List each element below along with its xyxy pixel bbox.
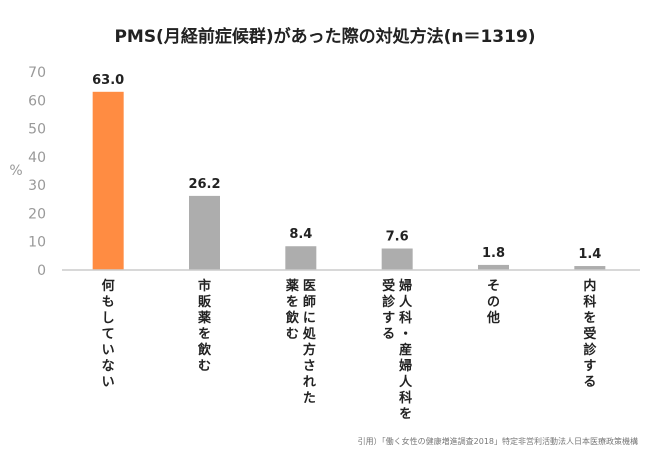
category-label-char: 販 [198,294,212,310]
x-axis: 何もしていない市販薬を飲む医師に処方された薬を飲む婦人科・産婦人科を受診するその… [62,269,640,422]
category-label-char: 処 [302,326,317,342]
category-label-char: て [102,327,115,342]
y-tick-label: 20 [28,206,46,222]
category-label-char: い [102,343,115,358]
category-label-char: 診 [583,342,597,358]
category-label-char: 飲 [285,310,300,326]
category-label-char: 診 [382,294,396,310]
category-label-char: 医 [303,279,316,294]
category-label-char: す [583,359,596,374]
y-tick-label: 30 [28,178,46,194]
category-label-char: も [102,295,115,310]
category-label-char: 科 [583,294,596,310]
data-label: 1.8 [482,246,505,261]
bars: 63.0 26.2 8.4 7.6 1.8 1.4 [92,73,606,270]
category-label-char: し [102,311,115,326]
category-label-char: 産 [399,342,412,358]
data-label: 8.4 [289,227,312,242]
y-tick-label: 50 [28,122,46,138]
y-axis: 0 10 20 30 40 50 60 70% [9,65,46,279]
category-label-char: 師 [303,294,316,310]
category-label-char: た [303,391,316,406]
source-citation: 引用）「働く女性の健康増進調査2018」特定非営利活動法人日本医療政策機構 [357,437,638,446]
category-label-char: れ [303,375,316,390]
category-label-char: む [286,327,299,342]
category-label-char: 他 [486,310,500,326]
category-label-char: 何 [102,278,115,294]
category-label-char: い [102,375,115,390]
category-label-char: 受 [583,326,596,342]
y-tick-label: 0 [37,263,46,279]
category-label-char: 内 [583,278,596,294]
category-label-char: そ [487,279,500,294]
category-label-char: 人 [399,294,413,310]
y-tick-label: 10 [28,235,46,251]
category-label-char: 飲 [197,342,212,358]
y-tick-label: 60 [28,93,46,109]
data-label: 7.6 [386,230,409,245]
category-label-char: 受 [382,278,395,294]
bar [189,195,220,270]
category-label-char: む [198,359,211,374]
category-label-char: に [303,311,316,326]
category-label-char: 薬 [285,278,300,294]
category-label-char: ・ [399,327,412,342]
category-label-char: す [382,311,395,326]
chart-title: PMS(月経前症候群)があった際の対処方法(n＝1319) [114,27,536,47]
category-label-char: 婦 [398,278,412,294]
category-label-char: 薬 [197,310,212,326]
category-label-char: を [286,295,299,310]
bar [92,91,124,270]
category-label-char: を [399,407,412,422]
bar [478,264,509,270]
category-label-char: る [382,327,395,342]
y-tick-label: 70 [28,65,46,81]
category-label-char: る [583,375,596,390]
bar [381,248,413,270]
data-label: 26.2 [188,177,220,192]
category-label-char: 方 [303,342,316,358]
y-tick-label: 40 [28,150,46,166]
category-label-char: を [198,327,211,342]
category-label-char: の [487,295,500,310]
category-label-char: 科 [399,390,412,406]
category-label-char: 市 [198,278,211,294]
bar [285,246,317,270]
category-label-char: 科 [399,310,412,326]
y-axis-label: % [9,163,22,179]
bar [574,266,606,270]
data-label: 63.0 [92,73,124,88]
data-label: 1.4 [578,247,601,262]
category-label-char: な [102,359,115,374]
category-label-char: 婦 [398,358,412,374]
category-label-char: 人 [399,374,413,390]
category-label-char: を [583,311,596,326]
category-label-char: さ [303,359,316,374]
